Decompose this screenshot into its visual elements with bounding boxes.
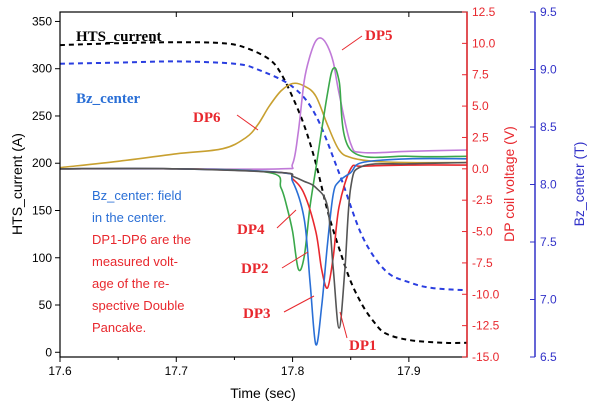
voltage-tick-label-7: 2.5: [472, 130, 489, 144]
dp2-label: DP2: [241, 261, 269, 277]
voltage-tick-label-9: 7.5: [472, 68, 489, 82]
voltage-tick-label-1: -12.5: [472, 319, 500, 333]
field-tick-label-4: 8.5: [540, 120, 557, 134]
x-axis-title: Time (sec): [230, 385, 296, 401]
voltage-tick-label-10: 10.0: [472, 36, 496, 50]
x-tick-label-3: 17.9: [397, 364, 421, 378]
left-tick-label-2: 100: [32, 251, 52, 265]
axes-layer: 17.6 17.7 17.8 17.9 0 50 100 150 200 250 300 350 -15…: [32, 5, 557, 378]
left-tick-label-4: 200: [32, 156, 52, 170]
dp3-label: DP3: [243, 306, 271, 322]
series-dp6-line: [59, 82, 468, 169]
dp1-leader: [339, 311, 348, 339]
leader-lines: [236, 35, 363, 339]
note-dp-line-5: Pancake.: [92, 320, 146, 335]
field-tick-label-1: 7.0: [540, 293, 557, 307]
voltage-tick-label-11: 12.5: [472, 5, 496, 19]
bz-center-label: Bz_center: [76, 91, 140, 107]
x-tick-label-0: 17.6: [48, 364, 72, 378]
voltage-tick-label-2: -10.0: [472, 287, 500, 301]
voltage-tick-label-8: 5.0: [472, 99, 489, 113]
dp4-leader: [276, 209, 297, 229]
voltage-tick-label-4: -5.0: [472, 225, 493, 239]
note-dp-line-4: spective Double: [92, 298, 185, 313]
note-dp-line-2: measured volt-: [92, 254, 178, 269]
voltage-tick-label-3: -7.5: [472, 256, 493, 270]
voltage-tick-label-5: -2.5: [472, 193, 493, 207]
voltage-tick-label-6: 0.0: [472, 162, 489, 176]
dp6-label: DP6: [193, 110, 221, 126]
field-tick-label-2: 7.5: [540, 235, 557, 249]
series-hts-current-line: [59, 41, 468, 345]
dp4-label: DP4: [237, 222, 265, 238]
note-bz-line-2: in the center.: [92, 210, 166, 225]
x-tick-label-1: 17.7: [165, 364, 189, 378]
hts-current-label: HTS_current: [76, 29, 162, 45]
note-bz-line-1: Bz_center: field: [92, 188, 182, 203]
series-dp1-line: [59, 161, 468, 329]
dp5-leader: [341, 35, 363, 51]
field-tick-label-0: 6.5: [540, 350, 557, 364]
curves-layer: [59, 37, 468, 346]
x-tick-label-2: 17.8: [281, 364, 305, 378]
dp6-leader: [236, 114, 259, 131]
left-tick-label-0: 0: [45, 345, 52, 359]
field-tick-label-3: 8.0: [540, 178, 557, 192]
field-axis-title: Bz_center (T): [571, 142, 587, 227]
note-block: Bz_center: field in the center. DP1-DP6 …: [92, 188, 191, 335]
left-tick-label-5: 250: [32, 109, 52, 123]
left-axis-title: HTS_current (A): [9, 133, 25, 235]
voltage-axis-title: DP coil voltage (V): [501, 126, 517, 242]
field-tick-label-5: 9.0: [540, 63, 557, 77]
series-bz-center-line: [59, 60, 468, 292]
left-tick-label-1: 50: [39, 298, 53, 312]
dp2-leader: [281, 251, 309, 269]
series-dp5-line: [60, 37, 468, 170]
left-tick-label-6: 300: [32, 62, 52, 76]
left-tick-label-3: 150: [32, 203, 52, 217]
field-tick-label-6: 9.5: [540, 5, 557, 19]
dp5-label: DP5: [365, 28, 393, 44]
note-dp-line-1: DP1-DP6 are the: [92, 232, 191, 247]
left-tick-label-7: 350: [32, 14, 52, 28]
note-dp-line-3: age of the re-: [92, 276, 169, 291]
dp1-label: DP1: [349, 338, 377, 354]
voltage-tick-label-0: -15.0: [472, 350, 500, 364]
dp3-leader: [283, 295, 315, 313]
